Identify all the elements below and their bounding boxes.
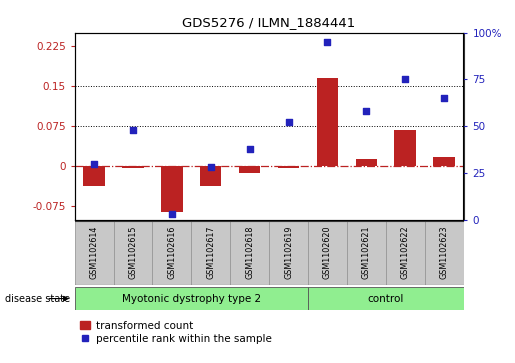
Text: GSM1102618: GSM1102618 xyxy=(245,225,254,279)
Text: GSM1102620: GSM1102620 xyxy=(323,225,332,279)
Bar xyxy=(278,166,299,168)
Bar xyxy=(152,221,191,285)
Point xyxy=(362,108,370,114)
Point xyxy=(323,39,332,45)
Bar xyxy=(191,221,230,285)
Bar xyxy=(433,156,455,166)
Point xyxy=(129,127,137,133)
Text: GSM1102623: GSM1102623 xyxy=(440,225,449,279)
Bar xyxy=(394,130,416,166)
Text: GSM1102621: GSM1102621 xyxy=(362,225,371,279)
Bar xyxy=(122,166,144,168)
Bar xyxy=(386,221,424,285)
Bar xyxy=(269,221,308,285)
Bar xyxy=(200,166,221,187)
Text: Myotonic dystrophy type 2: Myotonic dystrophy type 2 xyxy=(122,294,261,303)
Title: GDS5276 / ILMN_1884441: GDS5276 / ILMN_1884441 xyxy=(182,16,356,29)
Bar xyxy=(239,166,261,173)
Point xyxy=(401,77,409,82)
Bar xyxy=(75,221,113,285)
Text: GSM1102617: GSM1102617 xyxy=(207,225,215,279)
Legend: transformed count, percentile rank within the sample: transformed count, percentile rank withi… xyxy=(80,321,271,344)
Bar xyxy=(113,221,152,285)
Bar xyxy=(161,166,183,212)
Point xyxy=(246,146,254,151)
Bar xyxy=(308,287,464,310)
Point xyxy=(207,164,215,170)
Text: GSM1102622: GSM1102622 xyxy=(401,225,409,279)
Bar xyxy=(230,221,269,285)
Bar xyxy=(355,159,377,166)
Text: GSM1102616: GSM1102616 xyxy=(167,225,176,279)
Bar xyxy=(83,166,105,187)
Text: GSM1102614: GSM1102614 xyxy=(90,225,98,279)
Text: control: control xyxy=(368,294,404,303)
Text: GSM1102619: GSM1102619 xyxy=(284,225,293,279)
Point xyxy=(440,95,448,101)
Point xyxy=(284,119,293,125)
Bar xyxy=(308,221,347,285)
Point xyxy=(168,211,176,217)
Text: disease state: disease state xyxy=(5,294,70,303)
Bar xyxy=(75,287,308,310)
Point xyxy=(90,160,98,166)
Text: GSM1102615: GSM1102615 xyxy=(129,225,138,279)
Bar xyxy=(424,221,464,285)
Bar xyxy=(347,221,386,285)
Bar xyxy=(317,78,338,166)
